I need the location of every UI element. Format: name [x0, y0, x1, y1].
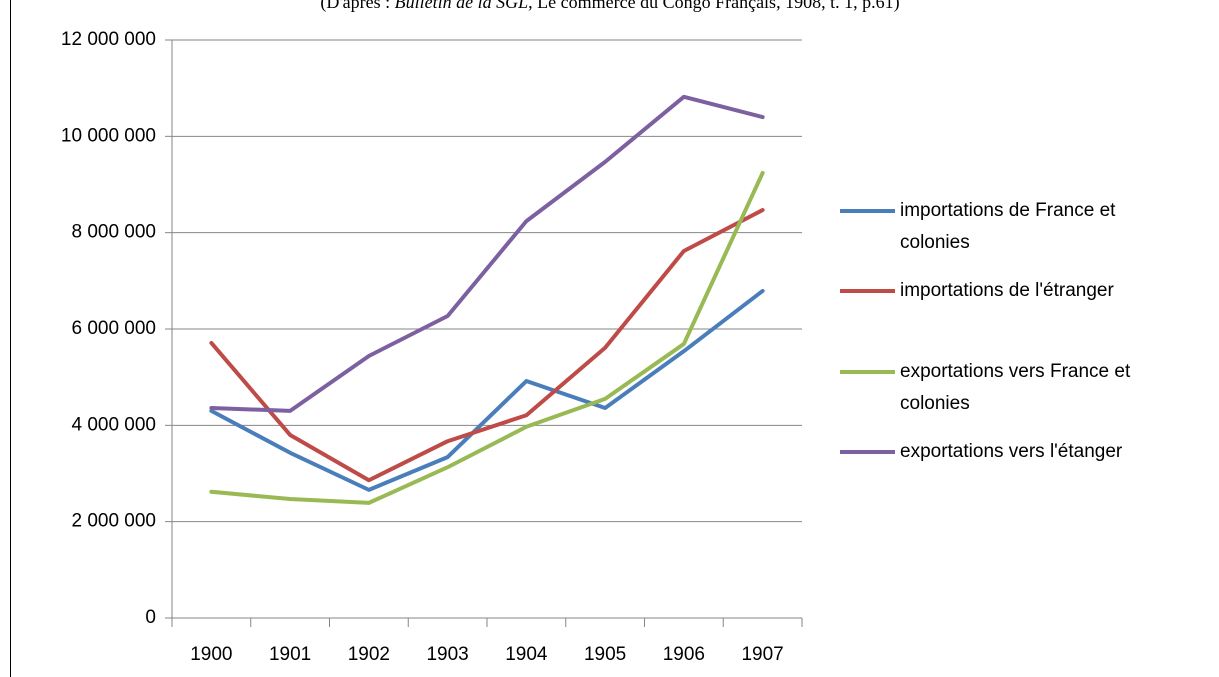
legend-label: exportations vers France et colonies: [900, 361, 1136, 414]
x-tick-label: 1906: [663, 644, 705, 665]
x-tick-label: 1904: [505, 644, 548, 665]
subtitle-part: (D'après :: [320, 0, 394, 13]
y-tick-label: 8 000 000: [71, 222, 156, 243]
x-tick-label: 1900: [190, 644, 232, 665]
y-tick-label: 10 000 000: [61, 125, 156, 146]
x-tick-label: 1905: [584, 644, 626, 665]
y-tick-label: 6 000 000: [71, 318, 156, 339]
series-line: [209, 170, 765, 505]
legend-label: exportations vers l'étanger: [900, 441, 1123, 462]
legend-label: importations de France et colonies: [900, 200, 1121, 253]
x-tick-label: 1902: [348, 644, 390, 665]
subtitle-part: , Le commerce du Congo Français, 1908, t…: [528, 0, 899, 13]
chart-subtitle: (D'après : Bulletin de la SGL, Le commer…: [320, 0, 899, 13]
y-tick-label: 12 000 000: [61, 29, 156, 50]
series-line: [209, 208, 765, 483]
legend-label: importations de l'étranger: [900, 280, 1114, 301]
x-tick-label: 1907: [741, 644, 783, 665]
subtitle-part: Bulletin de la SGL: [395, 0, 529, 12]
x-tick-label: 1903: [426, 644, 468, 665]
y-tick-label: 4 000 000: [71, 414, 156, 435]
series-line: [209, 288, 765, 492]
x-tick-label: 1901: [269, 644, 311, 665]
y-tick-label: 2 000 000: [71, 511, 156, 532]
y-tick-label: 0: [145, 607, 156, 628]
series-line: [209, 94, 765, 413]
